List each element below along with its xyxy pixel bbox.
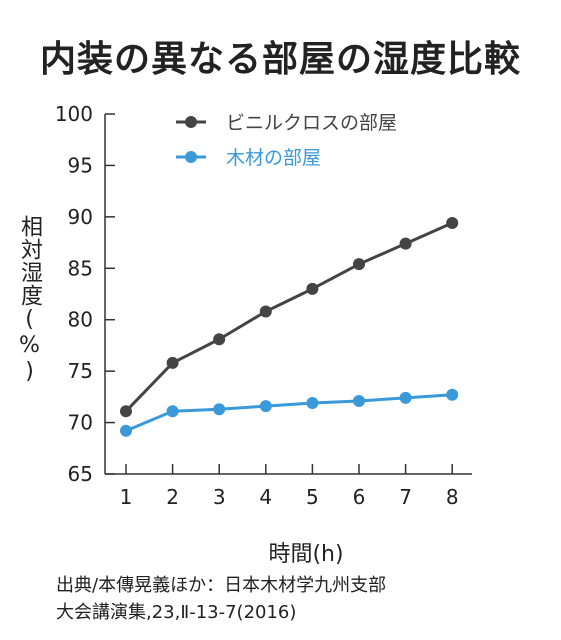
series-2-point — [306, 397, 319, 410]
y-tick-label: 80 — [68, 308, 93, 332]
x-tick-label: 3 — [213, 485, 226, 509]
y-tick-label: 75 — [68, 359, 93, 383]
y-axis-ticks: 65 70 75 80 85 90 95 100 — [55, 102, 115, 486]
x-tick-label: 6 — [353, 485, 366, 509]
x-tick-label: 1 — [120, 485, 133, 509]
series-2-point — [353, 394, 365, 407]
y-tick-label: 95 — [68, 153, 93, 177]
x-tick-label: 4 — [259, 485, 272, 509]
y-axis-label: 相対湿度(%) — [17, 215, 42, 385]
series-1-point — [166, 356, 179, 369]
axes — [104, 114, 472, 475]
y-tick-label: 100 — [55, 102, 93, 126]
series-2-point — [166, 405, 179, 418]
series-1-point — [213, 333, 226, 346]
source-note: 出典/本傳晃義ほか：日本木材学九州支部 大会講演集,23,Ⅱ-13-7(2016… — [56, 572, 386, 626]
chart-title: 内装の異なる部屋の湿度比較 — [39, 39, 521, 80]
series-1-point — [399, 237, 412, 250]
x-tick-label: 2 — [166, 485, 179, 509]
y-tick-label: 70 — [68, 411, 93, 435]
y-tick-label: 90 — [68, 205, 93, 229]
x-tick-label: 5 — [306, 485, 319, 509]
series-2-point — [259, 400, 272, 413]
x-tick-label: 7 — [399, 485, 412, 509]
series-1-point — [353, 258, 365, 271]
series-1-point — [306, 282, 319, 295]
legend-swatch-marker — [185, 116, 197, 128]
series-2-point — [446, 388, 459, 401]
x-axis-ticks: 1 2 3 4 5 6 7 8 — [120, 464, 459, 509]
legend-label: 木材の部屋 — [226, 147, 321, 169]
x-axis-label: 時間(h) — [268, 542, 344, 567]
source-line-2: 大会講演集,23,Ⅱ-13-7(2016) — [56, 602, 297, 623]
series-2-point — [120, 424, 132, 437]
y-tick-label: 85 — [68, 256, 93, 280]
series-1-line — [124, 221, 453, 413]
series-layer — [120, 217, 459, 437]
series-1-point — [259, 305, 272, 318]
y-tick-label: 65 — [68, 462, 93, 486]
series-1-point — [120, 405, 132, 418]
legend-swatch-marker — [185, 151, 197, 163]
series-2-line — [125, 393, 453, 433]
series-2-point — [213, 403, 226, 416]
source-line-1: 出典/本傳晃義ほか：日本木材学九州支部 — [56, 575, 387, 596]
series-2-point — [399, 391, 412, 404]
legend-label: ビニルクロスの部屋 — [226, 112, 397, 134]
series-1-point — [446, 217, 459, 230]
x-tick-label: 8 — [446, 485, 459, 509]
